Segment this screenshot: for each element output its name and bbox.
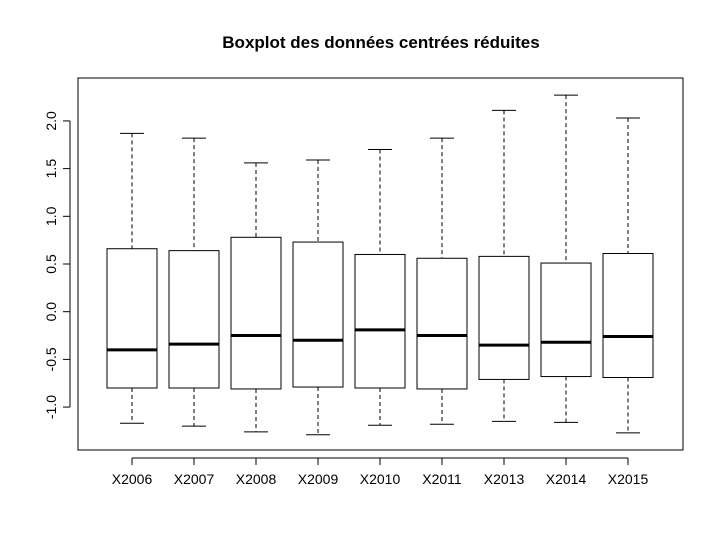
box-X2010 — [354, 149, 406, 426]
x-tick-label: X2010 — [360, 471, 401, 487]
x-axis: X2006 X2007 X2008 X2009 X2010 X2011 X2013 X2014… — [112, 457, 649, 487]
box-X2008 — [230, 162, 282, 433]
chart-title: Boxplot des données centrées réduites — [222, 33, 539, 52]
box-X2009 — [292, 159, 344, 436]
x-tick-label: X2008 — [236, 471, 277, 487]
y-axis: -1.0 -0.5 0.0 0.5 1.0 1.5 2.0 — [43, 111, 71, 419]
x-tick-label: X2006 — [112, 471, 153, 487]
iqr-box — [602, 253, 654, 379]
x-tick-label: X2014 — [546, 471, 587, 487]
y-tick-label: -0.5 — [43, 347, 59, 371]
y-tick-label: 2.0 — [43, 111, 59, 131]
iqr-box — [416, 257, 468, 390]
x-tick-label: X2015 — [608, 471, 649, 487]
iqr-box — [106, 248, 158, 389]
boxes-group — [106, 94, 654, 436]
x-tick-label: X2007 — [174, 471, 215, 487]
box-X2006 — [106, 132, 158, 424]
box-X2007 — [168, 137, 220, 427]
iqr-box — [230, 236, 282, 390]
y-tick-label: 0.0 — [43, 302, 59, 322]
x-tick-label: X2009 — [298, 471, 339, 487]
y-tick-label: 1.0 — [43, 206, 59, 226]
box-X2015 — [602, 117, 654, 434]
iqr-box — [540, 262, 592, 378]
x-tick-label: X2011 — [422, 471, 462, 487]
box-X2014 — [540, 94, 592, 423]
box-X2013 — [478, 109, 530, 422]
iqr-box — [478, 255, 530, 380]
iqr-box — [354, 253, 406, 389]
box-X2011 — [416, 137, 468, 425]
y-tick-label: 1.5 — [43, 159, 59, 179]
plot-frame — [77, 77, 684, 451]
x-tick-label: X2013 — [484, 471, 525, 487]
iqr-box — [168, 250, 220, 389]
y-tick-label: -1.0 — [43, 395, 59, 419]
iqr-box — [292, 241, 344, 388]
y-tick-label: 0.5 — [43, 254, 59, 274]
